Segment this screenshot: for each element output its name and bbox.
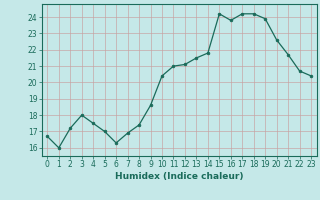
X-axis label: Humidex (Indice chaleur): Humidex (Indice chaleur) [115, 172, 244, 181]
